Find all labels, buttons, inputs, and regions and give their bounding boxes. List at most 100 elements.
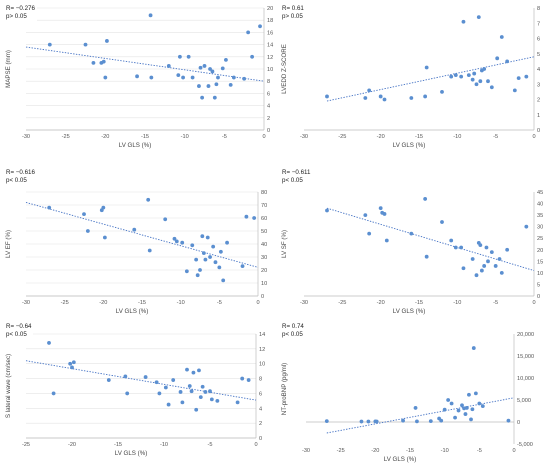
- stats-r: R= 0.74: [282, 323, 304, 330]
- data-point: [246, 378, 251, 382]
- data-point: [235, 400, 240, 405]
- data-point: [194, 407, 199, 412]
- data-point: [70, 365, 74, 370]
- y-tick-label: 10: [259, 362, 265, 368]
- y-tick-label: 10,000: [517, 376, 534, 382]
- data-point: [106, 378, 111, 382]
- stats-p: p< 0.05: [6, 331, 27, 338]
- data-point: [198, 65, 203, 70]
- data-point: [166, 402, 171, 407]
- trendline: [326, 56, 535, 102]
- y-tick-label: 6: [267, 91, 270, 97]
- data-point: [132, 227, 137, 232]
- panel-mapse: -30 -25 -20 -15 -10 -5 0 0 2 4 6 8 10 12 14 16 18 20 LV GL…: [2, 2, 273, 152]
- data-point: [478, 243, 483, 248]
- x-tick-label: 0: [532, 300, 535, 306]
- x-tick-label: 0: [512, 448, 515, 454]
- data-point: [166, 64, 171, 68]
- data-point: [184, 269, 189, 274]
- y-tick-label: 15,000: [517, 354, 534, 360]
- x-axis-label: LV GLS (%): [115, 450, 148, 457]
- x-tick-label: -15: [114, 442, 122, 448]
- x-axis-label: LV GLS (%): [384, 456, 417, 463]
- stats-p: p> 0.05: [282, 13, 303, 20]
- y-tick-label: 8: [267, 79, 270, 85]
- y-axis-label: MAPSE (mm): [5, 50, 12, 88]
- data-point: [453, 73, 458, 77]
- x-tick-label: -5: [477, 448, 482, 454]
- data-point: [461, 266, 466, 271]
- data-point: [366, 419, 371, 424]
- data-point: [489, 85, 494, 90]
- data-point: [409, 231, 414, 236]
- data-point: [209, 397, 214, 402]
- data-point: [180, 240, 185, 245]
- data-point: [382, 97, 387, 102]
- data-point: [325, 208, 329, 213]
- data-point: [171, 378, 176, 382]
- data-point: [203, 257, 208, 262]
- data-point: [185, 367, 189, 372]
- data-point: [244, 214, 249, 219]
- stats-box: R= −0.64 p< 0.05: [4, 322, 34, 340]
- data-point: [178, 390, 183, 394]
- data-point: [91, 61, 96, 65]
- scatter-plot: -25 -20 -15 -10 -5 00 2 4 6 8 10 12 14 LV GLS (%) S la…: [5, 332, 265, 457]
- x-tick-label: -10: [453, 300, 461, 306]
- y-tick-label: 6: [537, 37, 540, 43]
- y-tick-label: 10: [261, 281, 267, 287]
- x-axis-label: LV GLS (%): [116, 308, 149, 315]
- data-point: [220, 66, 225, 71]
- x-tick-label: -15: [415, 300, 423, 306]
- data-point: [440, 89, 444, 94]
- data-point: [47, 42, 52, 47]
- data-point: [505, 247, 510, 252]
- data-point: [474, 273, 479, 278]
- data-point: [246, 30, 251, 35]
- data-point: [187, 384, 192, 388]
- y-axis-label: S lateral wave (cm/sec): [5, 354, 12, 418]
- data-point: [449, 401, 454, 406]
- data-point: [516, 76, 521, 81]
- stats-r: R= −0.611: [282, 169, 311, 176]
- trendline: [25, 201, 259, 268]
- x-axis-label: LV GLS (%): [393, 142, 426, 149]
- panel-nt-probnp: -30 -25 -20 -15 -10 -5 0 -5,000 0 5,000 10,000 15,0…: [278, 320, 548, 470]
- data-point: [423, 94, 428, 99]
- y-tick-label: 7: [537, 21, 540, 27]
- data-point: [442, 407, 447, 412]
- data-point: [47, 341, 51, 345]
- data-point: [367, 231, 372, 236]
- data-point: [242, 76, 247, 81]
- data-point: [194, 257, 199, 262]
- y-tick-label: 80: [261, 190, 267, 196]
- data-point: [224, 57, 228, 62]
- data-point: [200, 95, 205, 100]
- data-point: [180, 400, 185, 405]
- data-point: [325, 94, 329, 99]
- data-point: [252, 216, 257, 220]
- y-tick-label: 5: [537, 52, 540, 58]
- data-point: [479, 268, 484, 273]
- data-point: [497, 257, 502, 261]
- stats-p: p< 0.05: [282, 177, 303, 184]
- data-point: [163, 385, 168, 390]
- stats-box: R= −0.611 p< 0.05: [280, 168, 313, 186]
- data-point: [499, 270, 504, 275]
- data-point: [474, 82, 479, 87]
- data-point: [489, 250, 494, 254]
- data-point: [101, 205, 106, 210]
- data-point: [505, 59, 510, 64]
- data-point: [382, 212, 387, 216]
- stats-p: p> 0.05: [6, 13, 27, 20]
- data-point: [82, 212, 86, 216]
- y-tick-label: 14: [259, 332, 265, 338]
- data-point: [486, 259, 490, 264]
- y-tick-label: 12: [259, 347, 265, 353]
- panel-s-lateral: -25 -20 -15 -10 -5 0 0 2 4 6 8 10 12 14 LV GLS (%) S la…: [2, 320, 272, 470]
- data-point: [200, 234, 205, 239]
- y-axis-label: LVEDD Z-SCORE: [281, 44, 288, 94]
- data-point: [384, 238, 389, 243]
- data-point: [464, 406, 469, 410]
- y-tick-label: 20: [267, 6, 273, 12]
